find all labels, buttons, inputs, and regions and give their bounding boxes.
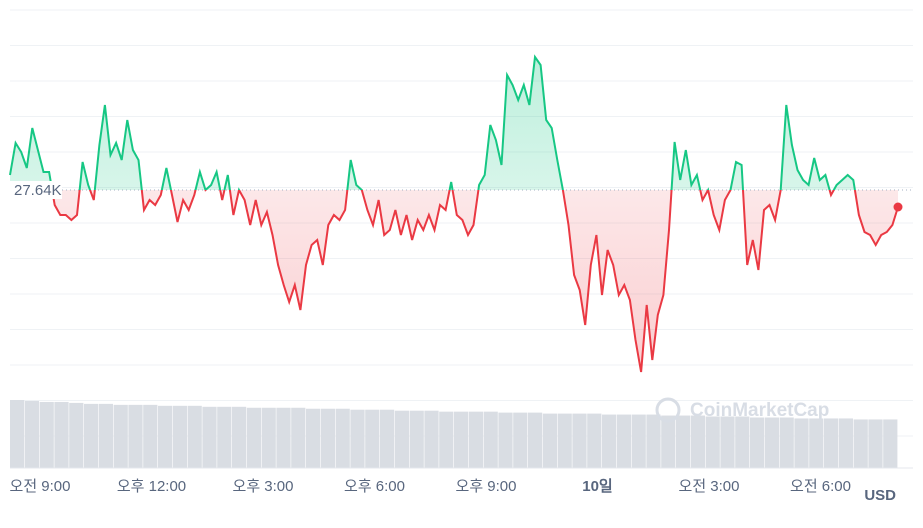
- volume-bar: [98, 403, 113, 468]
- x-tick-label: 오후 12:00: [117, 478, 186, 495]
- volume-bar: [868, 419, 883, 468]
- volume-bar: [291, 407, 306, 468]
- x-tick-label: 10일: [582, 478, 613, 495]
- volume-bar: [705, 416, 720, 468]
- x-tick-label: 오후 6:00: [344, 478, 405, 495]
- watermark-logo: [655, 397, 681, 423]
- volume-bar: [779, 417, 794, 468]
- volume-bar: [39, 401, 54, 468]
- volume-bar: [661, 415, 676, 468]
- area-down: [10, 190, 898, 372]
- baseline-label-bg: [10, 181, 62, 199]
- volume-bar: [498, 412, 513, 468]
- volume-bar: [557, 413, 572, 468]
- currency-label: USD: [864, 487, 896, 504]
- volume-bar: [690, 415, 705, 468]
- volume-bar: [202, 406, 217, 468]
- baseline-label: 27.64K: [14, 182, 62, 199]
- volume-bar: [276, 407, 291, 468]
- volume-bar: [335, 408, 350, 468]
- volume-bar: [735, 416, 750, 468]
- volume-bar: [631, 414, 646, 468]
- x-tick-label: 오후 9:00: [456, 478, 517, 495]
- volume-bar: [24, 400, 39, 468]
- volume-bar: [528, 412, 543, 468]
- volume-bar: [542, 413, 557, 468]
- volume-bar: [468, 411, 483, 468]
- volume-bar: [439, 411, 454, 468]
- volume-bar: [261, 407, 276, 468]
- volume-bar: [409, 410, 424, 468]
- volume-bar: [380, 409, 395, 468]
- volume-bar: [246, 407, 261, 468]
- volume-bar: [143, 404, 158, 468]
- volume-bar: [54, 401, 69, 468]
- x-tick-label: 오후 3:00: [233, 478, 294, 495]
- volume-bar: [764, 417, 779, 468]
- volume-bar: [513, 412, 528, 468]
- volume-bar: [853, 419, 868, 468]
- volume-bar: [350, 409, 365, 468]
- volume-bar: [69, 402, 84, 468]
- x-tick-label: 오전 6:00: [790, 478, 851, 495]
- volume-bar: [424, 410, 439, 468]
- volume-bar: [394, 410, 409, 468]
- volume-bar: [587, 413, 602, 468]
- volume-bar: [720, 416, 735, 468]
- volume-bar: [306, 408, 321, 468]
- price-line-up: [9, 54, 856, 190]
- volume-bar: [232, 406, 247, 468]
- volume-bar: [128, 404, 143, 468]
- volume-bar: [10, 400, 25, 468]
- area-up: [10, 57, 898, 190]
- volume-bar: [217, 406, 232, 468]
- volume-bar: [320, 408, 335, 468]
- volume-bar: [602, 414, 617, 468]
- volume-bar: [676, 415, 691, 468]
- price-line-down: [51, 190, 899, 373]
- volume-bar: [883, 419, 898, 468]
- volume-bar: [572, 413, 587, 468]
- volume-bar: [646, 414, 661, 468]
- volume-bar: [113, 404, 128, 468]
- volume-bar: [172, 405, 187, 468]
- volume-bar: [365, 409, 380, 468]
- volume-bar: [809, 418, 824, 468]
- volume-bar: [187, 405, 202, 468]
- volume-bar: [794, 418, 809, 468]
- volume-bar: [824, 418, 839, 468]
- last-price-dot: [893, 202, 903, 212]
- x-tick-label: 오전 9:00: [10, 478, 71, 495]
- volume-bar: [84, 403, 99, 468]
- watermark: CoinMarketCap: [690, 400, 829, 421]
- x-tick-label: 오전 3:00: [679, 478, 740, 495]
- volume-bar: [616, 414, 631, 468]
- volume-bar: [158, 405, 173, 468]
- volume-bar: [483, 411, 498, 468]
- volume-bar: [838, 418, 853, 468]
- volume-bar: [750, 417, 765, 468]
- volume-bar: [454, 411, 469, 468]
